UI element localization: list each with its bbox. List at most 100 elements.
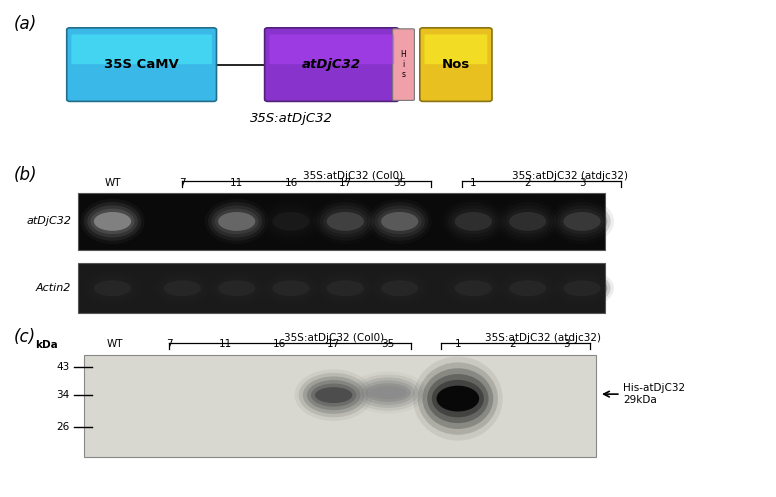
Ellipse shape xyxy=(374,205,425,238)
Ellipse shape xyxy=(320,275,371,302)
Ellipse shape xyxy=(84,202,141,241)
Ellipse shape xyxy=(448,275,499,302)
Text: 35S:atDjC32 (atdjc32): 35S:atDjC32 (atdjc32) xyxy=(485,333,601,343)
Ellipse shape xyxy=(81,269,144,308)
Ellipse shape xyxy=(442,269,505,308)
Ellipse shape xyxy=(315,387,352,403)
Text: 2: 2 xyxy=(525,178,531,188)
Ellipse shape xyxy=(445,272,502,305)
Ellipse shape xyxy=(262,202,320,241)
Text: H
i
s: H i s xyxy=(400,50,407,79)
Text: (b): (b) xyxy=(14,166,37,184)
Ellipse shape xyxy=(496,269,559,308)
Ellipse shape xyxy=(259,199,323,244)
Text: 35S:atDjC32 (Col0): 35S:atDjC32 (Col0) xyxy=(283,333,384,343)
Ellipse shape xyxy=(452,209,495,234)
FancyBboxPatch shape xyxy=(265,28,399,101)
Ellipse shape xyxy=(368,199,431,244)
Ellipse shape xyxy=(218,212,255,231)
FancyBboxPatch shape xyxy=(71,34,212,64)
Ellipse shape xyxy=(84,272,141,305)
Text: 35S:atDjC32 (Col0): 35S:atDjC32 (Col0) xyxy=(303,171,404,181)
Ellipse shape xyxy=(499,272,556,305)
Ellipse shape xyxy=(563,212,601,231)
Ellipse shape xyxy=(311,384,356,407)
Ellipse shape xyxy=(413,357,503,440)
Ellipse shape xyxy=(502,205,553,238)
Ellipse shape xyxy=(307,380,361,410)
Ellipse shape xyxy=(357,377,419,408)
Ellipse shape xyxy=(327,280,364,296)
Ellipse shape xyxy=(215,277,258,299)
Ellipse shape xyxy=(303,376,365,414)
Ellipse shape xyxy=(295,369,372,421)
Ellipse shape xyxy=(550,199,614,244)
Text: 16: 16 xyxy=(272,339,286,349)
Ellipse shape xyxy=(448,205,499,238)
Ellipse shape xyxy=(499,202,556,241)
Bar xyxy=(84,355,596,457)
Ellipse shape xyxy=(452,277,495,299)
Ellipse shape xyxy=(422,368,494,429)
FancyBboxPatch shape xyxy=(67,28,217,101)
Text: WT: WT xyxy=(106,339,123,349)
Ellipse shape xyxy=(154,272,211,305)
Ellipse shape xyxy=(314,269,377,308)
Text: 17: 17 xyxy=(338,178,352,188)
Ellipse shape xyxy=(211,275,262,302)
Ellipse shape xyxy=(94,212,131,231)
Text: 3: 3 xyxy=(563,339,570,349)
Text: 17: 17 xyxy=(327,339,341,349)
Ellipse shape xyxy=(314,199,377,244)
Bar xyxy=(78,263,605,313)
Ellipse shape xyxy=(431,380,484,417)
Ellipse shape xyxy=(262,272,320,305)
Text: Nos: Nos xyxy=(442,58,470,71)
Text: His-atDjC32
29kDa: His-atDjC32 29kDa xyxy=(623,383,685,405)
Ellipse shape xyxy=(560,277,604,299)
Ellipse shape xyxy=(381,280,418,296)
Ellipse shape xyxy=(161,277,204,299)
Ellipse shape xyxy=(550,269,614,308)
Text: 11: 11 xyxy=(230,178,244,188)
Ellipse shape xyxy=(378,277,421,299)
Ellipse shape xyxy=(560,209,604,234)
Ellipse shape xyxy=(553,272,611,305)
Text: 34: 34 xyxy=(57,390,70,400)
Ellipse shape xyxy=(417,362,498,435)
Ellipse shape xyxy=(205,199,268,244)
Ellipse shape xyxy=(353,375,423,411)
Ellipse shape xyxy=(164,280,201,296)
Ellipse shape xyxy=(369,386,407,399)
Ellipse shape xyxy=(317,272,374,305)
Ellipse shape xyxy=(455,280,492,296)
Ellipse shape xyxy=(556,275,608,302)
Ellipse shape xyxy=(215,209,258,234)
Text: 16: 16 xyxy=(284,178,298,188)
Ellipse shape xyxy=(327,212,364,231)
Ellipse shape xyxy=(374,275,425,302)
Text: 1: 1 xyxy=(470,178,476,188)
Text: 35: 35 xyxy=(393,178,407,188)
Ellipse shape xyxy=(218,280,255,296)
Ellipse shape xyxy=(442,199,505,244)
Ellipse shape xyxy=(81,199,144,244)
Bar xyxy=(78,193,605,250)
Ellipse shape xyxy=(87,275,138,302)
Ellipse shape xyxy=(563,280,601,296)
Ellipse shape xyxy=(368,269,431,308)
Text: 35S:atDjC32 (atdjc32): 35S:atDjC32 (atdjc32) xyxy=(512,171,629,181)
Ellipse shape xyxy=(91,209,134,234)
FancyBboxPatch shape xyxy=(269,34,394,64)
Ellipse shape xyxy=(445,202,502,241)
Text: 26: 26 xyxy=(57,422,70,432)
Text: atDjC32: atDjC32 xyxy=(26,216,71,226)
Text: 2: 2 xyxy=(509,339,515,349)
FancyBboxPatch shape xyxy=(420,28,492,101)
Text: 1: 1 xyxy=(455,339,461,349)
Ellipse shape xyxy=(91,277,134,299)
Ellipse shape xyxy=(556,205,608,238)
Text: atDjC32: atDjC32 xyxy=(302,58,362,71)
Ellipse shape xyxy=(455,212,492,231)
Ellipse shape xyxy=(211,205,262,238)
